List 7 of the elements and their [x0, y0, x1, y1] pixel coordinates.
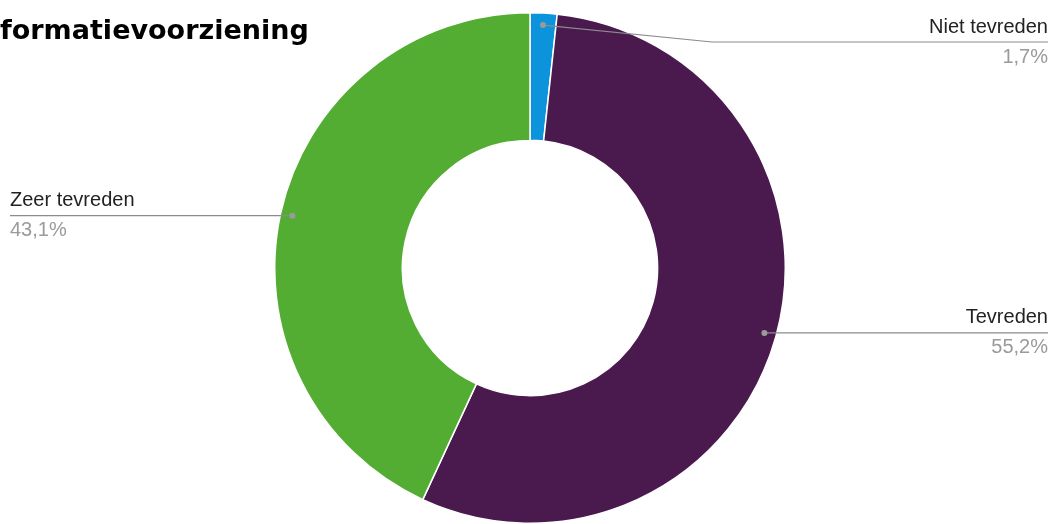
slice-label: Niet tevreden — [929, 14, 1048, 37]
slice-label: Tevreden — [965, 305, 1048, 328]
chart-title: formatievoorziening — [0, 14, 309, 45]
data-label: 1,7% — [1002, 44, 1049, 67]
data-label: 55,2% — [991, 335, 1049, 358]
data-label: 43,1% — [10, 218, 67, 241]
slice-label: Zeer tevreden — [10, 188, 135, 211]
